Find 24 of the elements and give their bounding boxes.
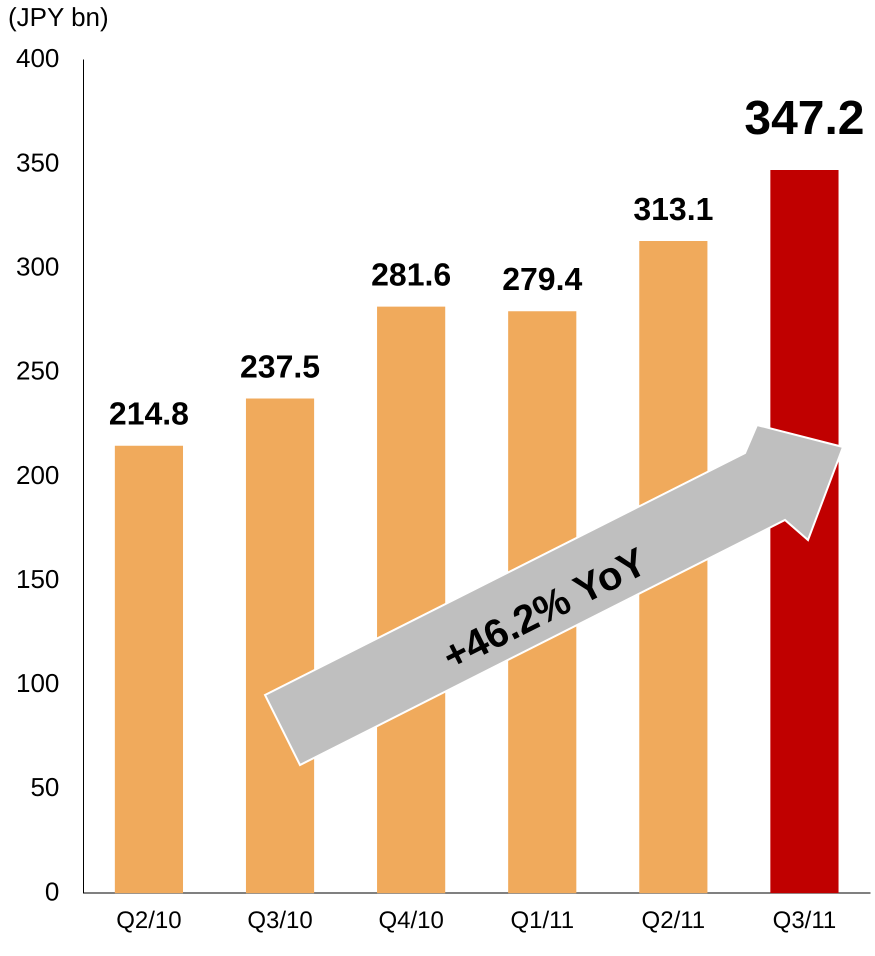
- y-tick-label: 300: [16, 251, 60, 282]
- y-tick-label: 200: [16, 460, 60, 490]
- data-label: 214.8: [108, 396, 189, 432]
- bar: [114, 446, 184, 894]
- y-tick-label: 150: [16, 564, 60, 594]
- y-tick-label: 250: [16, 356, 60, 386]
- y-tick-label: 400: [16, 43, 60, 74]
- x-tick-label: Q2/10: [116, 907, 182, 934]
- data-label: 313.1: [633, 190, 714, 227]
- x-tick-label: Q4/10: [378, 907, 444, 934]
- x-tick-label: Q1/11: [510, 907, 574, 934]
- data-label: 281.6: [371, 256, 452, 292]
- x-tick-label: Q3/11: [772, 907, 836, 934]
- y-tick-label: 100: [16, 668, 60, 698]
- y-tick-label: 0: [44, 876, 60, 906]
- y-axis-title: (JPY bn): [8, 2, 109, 32]
- data-label: 279.4: [502, 261, 582, 298]
- data-label: 347.2: [744, 92, 865, 146]
- x-tick-label: Q2/11: [642, 907, 706, 934]
- y-tick-label: 50: [30, 772, 60, 802]
- bar: [246, 398, 314, 894]
- x-tick-label: Q3/10: [247, 907, 313, 934]
- y-tick-label: 350: [16, 147, 60, 178]
- data-label: 237.5: [240, 348, 320, 384]
